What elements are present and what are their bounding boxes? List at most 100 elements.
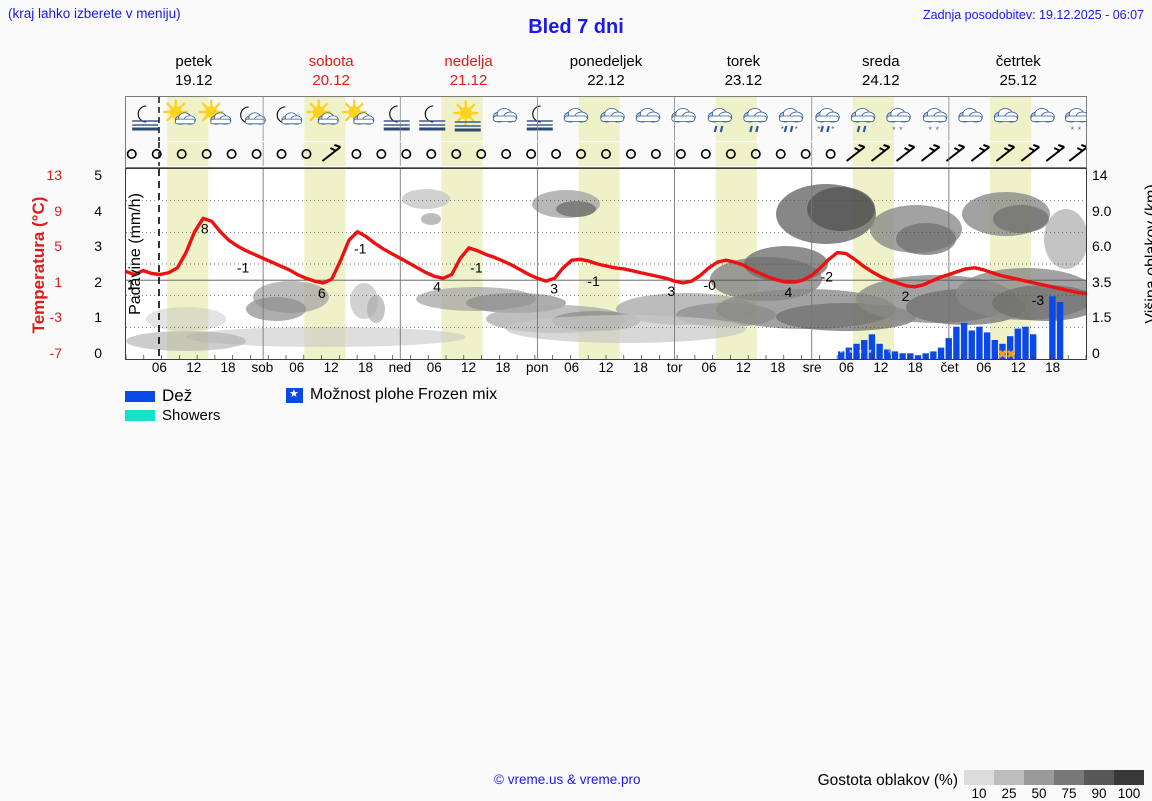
precipitation-bar <box>976 326 983 359</box>
day-header-sreda: sreda 24.12 <box>812 52 949 94</box>
weather-icon-cloud-snow: * * <box>922 108 948 135</box>
weather-icon-moon-fog <box>419 105 446 131</box>
axes.cloud_ticks-tick: 6.0 <box>1092 238 1112 255</box>
wind-calm-icon <box>825 149 836 159</box>
cloud-density-step: 10 <box>971 786 987 801</box>
last-updated-label: Zadnja posodobitev: 19.12.2025 - 06:07 <box>922 8 1144 22</box>
axes.precipitation_ticks-tick: 4 <box>94 202 102 219</box>
weather-icon-sun-fog <box>453 100 481 132</box>
wind-barb-icon <box>870 144 891 162</box>
precipitation-axis-ticks: 5 4 3 2 1 0 <box>66 167 102 361</box>
time-tick-label: 06 <box>701 360 717 375</box>
weather-icon-cloud-rain <box>743 108 768 133</box>
wind-barb-icon <box>945 144 966 162</box>
time-axis-labels: 06 12 18 sob 06 12 18 ned 06 12 18 pon 06 12 18 tor 06 12… <box>125 360 1087 380</box>
frozen-mix-marker: * <box>887 348 891 358</box>
precipitation-bar <box>853 343 860 359</box>
temperature-value-label: 6 <box>318 285 326 301</box>
svg-text:*: * <box>817 125 820 134</box>
axes.temperature_ticks-tick: -7 <box>49 345 62 361</box>
time-tick-label: 18 <box>632 360 648 375</box>
wind-calm-icon <box>401 149 412 159</box>
weather-icon-cloud-rain <box>850 108 876 133</box>
page-title: Bled 7 dni <box>528 16 624 38</box>
time-tick-label: 06 <box>151 360 167 375</box>
cloud-density-step: 75 <box>1061 786 1077 801</box>
day-date: 24.12 <box>862 72 900 89</box>
time-tick-label: 12 <box>186 360 202 375</box>
axes.precipitation_ticks-tick: 3 <box>94 238 102 255</box>
day-date: 19.12 <box>174 72 213 89</box>
weather-icon-moon-fog <box>383 105 410 131</box>
daytime-band <box>167 142 209 166</box>
weather-icon-sun-cloud <box>198 99 232 125</box>
temperature-value-label: 3 <box>667 283 675 299</box>
precipitation-bar <box>876 343 883 359</box>
time-tick-label: 18 <box>495 360 511 375</box>
cloud-density-step: 90 <box>1091 786 1107 801</box>
temperature-axis-ticks: 13 9 5 1 -3 -7 <box>26 167 62 361</box>
wind-calm-icon <box>675 149 686 159</box>
temperature-value-label: -0 <box>703 277 716 293</box>
cloud-density-colorbar <box>964 770 1144 785</box>
cloud-density-step: 50 <box>1031 786 1047 801</box>
frozen-mix-marker: * <box>839 348 843 358</box>
time-tick-label: 12 <box>461 360 477 375</box>
temperature-value-label: 1 <box>127 276 135 292</box>
precipitation-bar <box>1006 336 1014 359</box>
wind-calm-icon <box>151 149 162 159</box>
wind-barb-icon <box>1020 144 1040 162</box>
daytime-band <box>715 142 757 166</box>
wind-calm-icon <box>426 149 437 159</box>
wind-calm-icon <box>201 149 212 159</box>
legend-label-chance: Možnost plohe <box>310 386 415 403</box>
time-tick-label: 18 <box>1045 360 1061 375</box>
time-tick-label: 18 <box>220 360 236 375</box>
cloud-density-swatch <box>1084 770 1114 785</box>
weather-icon-sun-cloud <box>163 99 196 125</box>
axes.temperature_ticks-tick: 5 <box>54 238 62 255</box>
precipitation-bar <box>999 343 1006 359</box>
temperature-value-label: -1 <box>587 273 600 289</box>
temperature-value-label: 4 <box>433 278 441 294</box>
axes.cloud_ticks-tick: 14 <box>1092 167 1108 183</box>
precipitation-bar <box>983 332 991 359</box>
weather-icon-cloud-sleet: * * <box>778 108 804 134</box>
day-header-sobota: sobota 20.12 <box>262 52 399 94</box>
daytime-band <box>441 142 483 166</box>
time-tick-label: tor <box>666 360 683 375</box>
time-tick-label: 12 <box>1010 360 1026 375</box>
cloud-density-swatch <box>964 770 994 785</box>
day-header-nedelja: nedelja 21.12 <box>400 52 537 94</box>
wind-calm-icon <box>576 149 587 159</box>
day-date: 21.12 <box>449 72 488 89</box>
day-date: 22.12 <box>587 72 625 89</box>
meteogram-plot[interactable]: * * * * * ✖ ✖ 1 8 -1 6 -1 4 -1 3 -1 3 -0 4 -2 2 -3 <box>125 168 1087 360</box>
time-tick-label: sob <box>251 360 274 375</box>
weather-icon-cloud-snow: * * <box>1065 108 1086 135</box>
precipitation-bar <box>1014 328 1022 359</box>
day-name: sreda <box>862 53 900 70</box>
temperature-value-label: 4 <box>785 284 793 300</box>
precipitation-bar <box>899 353 906 359</box>
time-tick-label: čet <box>940 360 959 375</box>
axes.cloud_ticks-tick: 1.5 <box>1092 309 1112 326</box>
legend-label-rain: Dež <box>162 386 193 405</box>
cloud-density-swatch <box>994 770 1024 785</box>
wind-calm-icon <box>476 149 487 159</box>
svg-text:*: * <box>929 125 933 135</box>
axes.temperature_ticks-tick: 1 <box>54 273 62 290</box>
temperature-value-label: 8 <box>201 220 209 236</box>
wind-calm-icon <box>526 149 537 159</box>
time-tick-label: sre <box>802 360 822 375</box>
cloud-height-axis-ticks: 14 9.0 6.0 3.5 1.5 0 <box>1092 167 1140 361</box>
wind-calm-icon <box>501 149 512 159</box>
day-name: sobota <box>308 53 354 70</box>
axes.precipitation_ticks-tick: 0 <box>94 345 102 361</box>
temperature-value-label: -1 <box>237 260 250 276</box>
legend-label-frozen: Frozen mix <box>418 386 498 403</box>
temperature-value-label: -3 <box>1032 292 1045 308</box>
svg-text:*: * <box>899 125 903 135</box>
legend-item-chance: ★ Možnost plohe <box>286 386 414 404</box>
weather-icon-cloud-rain <box>707 108 733 133</box>
